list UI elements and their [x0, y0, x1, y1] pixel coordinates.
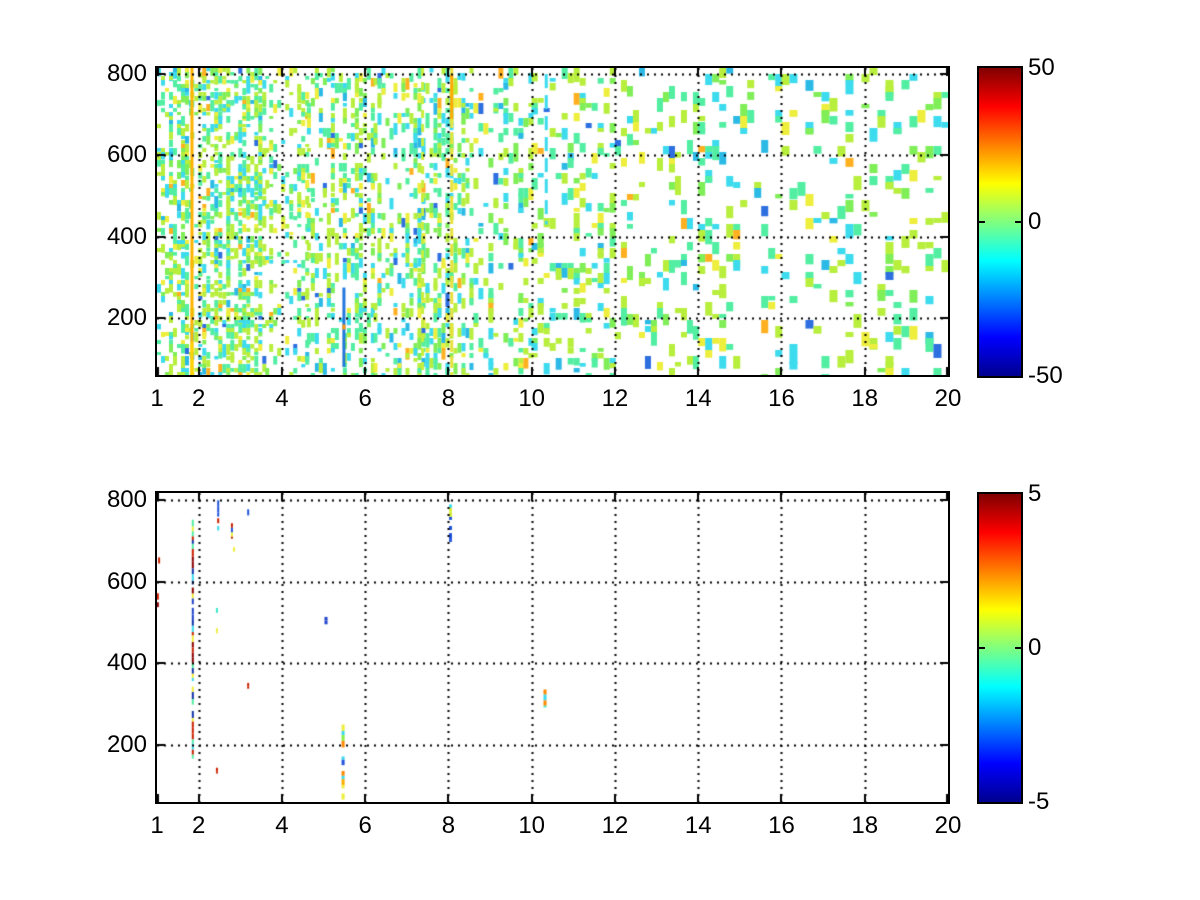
- top-colorbar-max-label: 50: [1028, 54, 1055, 81]
- bottom-difference-map-x-tick-label: 20: [934, 812, 962, 839]
- bottom-difference-map-y-tick-label: 200: [106, 730, 147, 758]
- top-difference-map-x-tick-label: 4: [275, 385, 289, 412]
- top-colorbar-zero-tick-right: [1015, 221, 1021, 223]
- top-difference-map-x-tick-label: 12: [601, 385, 629, 412]
- top-colorbar-zero-label: 0: [1028, 208, 1042, 235]
- top-difference-map-y-tick-label: 400: [106, 222, 147, 250]
- bottom-difference-map-x-tick-label: 2: [191, 812, 206, 839]
- bottom-colorbar-zero-tick-right: [1015, 647, 1021, 649]
- bottom-difference-map-x-tick-label: 12: [601, 812, 629, 839]
- bottom-difference-map-x-tick-label: 18: [851, 812, 879, 839]
- top-difference-map-x-tick-label: 20: [934, 385, 962, 412]
- top-colorbar-min-label: -50: [1028, 362, 1063, 389]
- top-difference-map-x-tick-label: 2: [191, 385, 206, 412]
- bottom-difference-map-x-tick-label: 14: [684, 812, 712, 839]
- top-difference-map-x-tick-label: 14: [684, 385, 712, 412]
- bottom-difference-map-y-tick-label: 800: [106, 486, 147, 514]
- bottom-colorbar: [977, 492, 1023, 804]
- bottom-colorbar-zero-tick-left: [979, 647, 985, 649]
- top-difference-map-y-tick-label: 600: [106, 141, 147, 169]
- top-difference-map-x-tick-label: 16: [768, 385, 795, 412]
- bottom-difference-map-y-tick-label: 600: [106, 567, 147, 595]
- top-difference-map-x-tick-label: 10: [518, 385, 546, 412]
- top-colorbar-gradient: [979, 68, 1021, 376]
- top-colorbar-zero-tick-left: [979, 221, 985, 223]
- bottom-colorbar-gradient: [979, 494, 1021, 802]
- bottom-heatmap-canvas: [157, 493, 948, 802]
- top-difference-map-y-tick-label: 200: [106, 304, 147, 332]
- top-colorbar: [977, 66, 1023, 378]
- bottom-difference-map-x-tick-label: 10: [518, 812, 546, 839]
- top-heatmap-axes: [155, 66, 950, 377]
- bottom-heatmap-axes: [155, 491, 950, 804]
- bottom-colorbar-zero-label: 0: [1028, 634, 1042, 661]
- top-difference-map-x-tick-label: 1: [150, 385, 164, 412]
- top-heatmap-canvas: [157, 68, 948, 375]
- bottom-difference-map-x-tick-label: 1: [150, 812, 164, 839]
- top-difference-map-x-tick-label: 18: [851, 385, 879, 412]
- bottom-colorbar-min-label: -5: [1028, 788, 1050, 815]
- top-difference-map-x-tick-label: 6: [358, 385, 372, 412]
- bottom-difference-map-x-tick-label: 6: [358, 812, 372, 839]
- bottom-difference-map-x-tick-label: 8: [441, 812, 456, 839]
- bottom-difference-map-x-tick-label: 4: [275, 812, 289, 839]
- bottom-colorbar-max-label: 5: [1028, 480, 1042, 507]
- bottom-difference-map-x-tick-label: 16: [768, 812, 795, 839]
- top-difference-map-y-tick-label: 800: [106, 60, 147, 88]
- top-difference-map-x-tick-label: 8: [441, 385, 456, 412]
- bottom-difference-map-y-tick-label: 400: [106, 649, 147, 677]
